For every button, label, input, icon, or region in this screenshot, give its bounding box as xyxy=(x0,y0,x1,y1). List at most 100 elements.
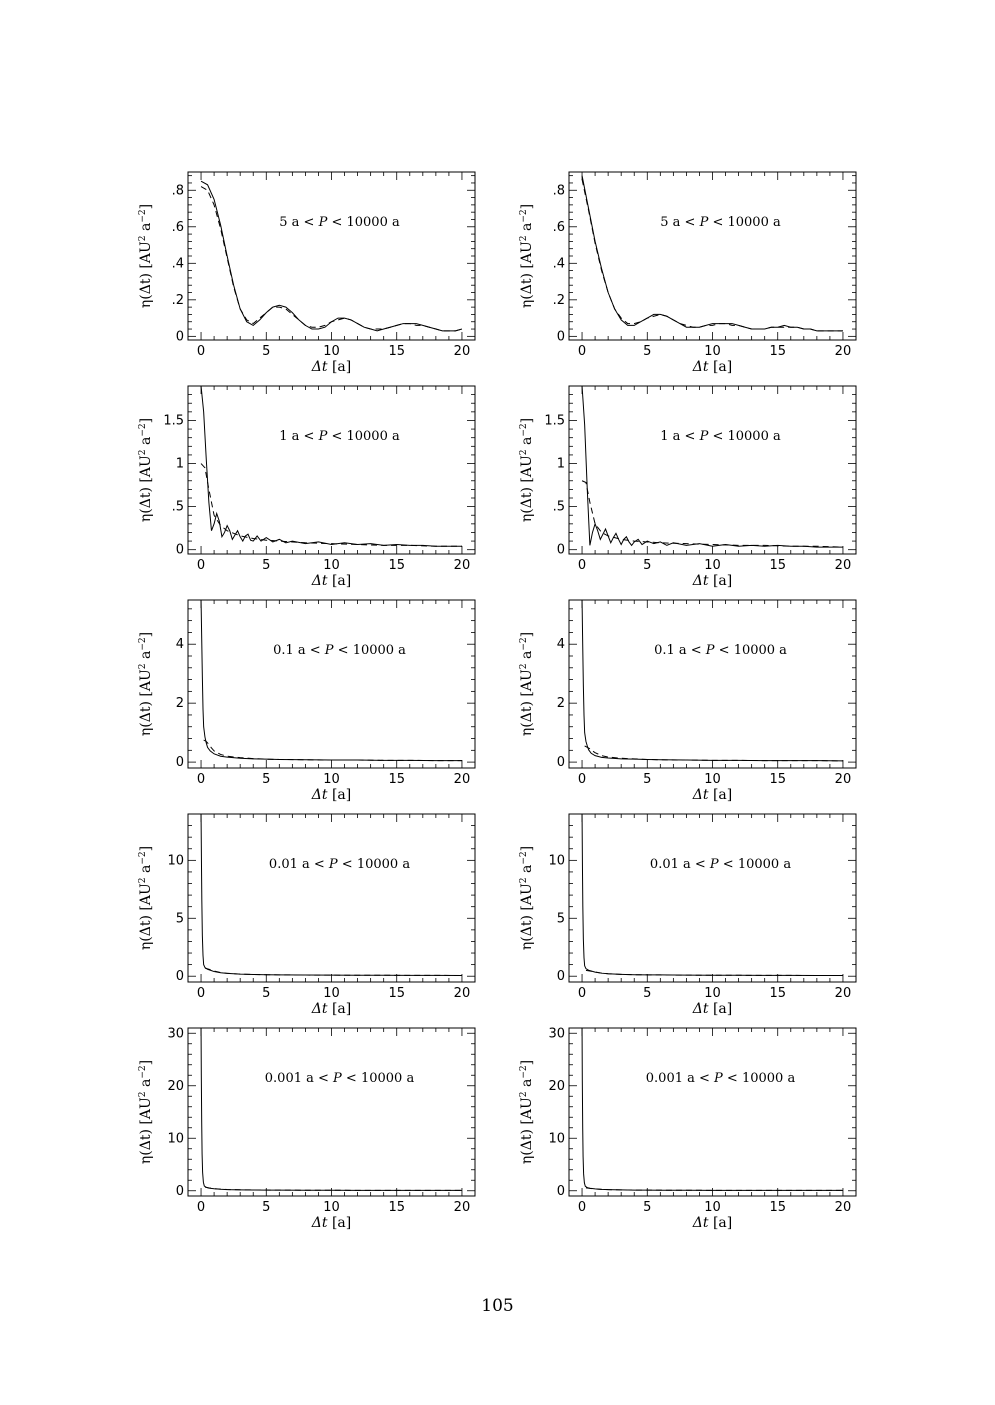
y-axis-label: η(Δt) [AU2 a−2] xyxy=(138,632,154,736)
x-tick-label: 5 xyxy=(262,986,270,1001)
y-tick-label: .6 xyxy=(553,220,565,235)
x-tick-label: 20 xyxy=(835,986,852,1001)
y-tick-label: .8 xyxy=(172,183,184,198)
x-tick-label: 10 xyxy=(323,986,340,1001)
x-tick-label: 15 xyxy=(388,772,405,787)
y-tick-label: 0 xyxy=(557,755,565,770)
x-tick-label: 20 xyxy=(835,558,852,573)
x-ticks xyxy=(187,600,476,768)
x-ticks xyxy=(568,600,857,768)
y-tick-label: 5 xyxy=(557,911,565,926)
x-tick-label: 5 xyxy=(262,558,270,573)
y-tick-label: 20 xyxy=(167,1079,184,1094)
dashed-series-line xyxy=(203,739,462,762)
x-tick-label: 20 xyxy=(454,558,471,573)
dashed-series-line xyxy=(200,463,462,547)
x-tick-label: 5 xyxy=(643,772,651,787)
x-tick-label: 0 xyxy=(197,772,205,787)
y-axis-label: η(Δt) [AU2 a−2] xyxy=(519,1060,535,1164)
y-ticks xyxy=(188,385,475,551)
dashed-series-line xyxy=(585,969,843,977)
y-tick-label: .5 xyxy=(172,500,184,515)
y-tick-label: 0 xyxy=(176,755,184,770)
plot-frame xyxy=(568,813,857,983)
x-tick-label: 10 xyxy=(323,344,340,359)
x-axis-label: Δt [a] xyxy=(311,573,351,589)
y-tick-label: 0 xyxy=(557,1184,565,1199)
y-ticks xyxy=(569,813,856,977)
chart-panel-1: 0 5 10 15 20 0 .2 .4 .6 .8 Δt [a] η(Δt) [AU2 a−2] 5 … xyxy=(519,171,857,375)
y-axis-label: η(Δt) [AU2 a−2] xyxy=(519,204,535,308)
y-tick-label: 30 xyxy=(548,1026,565,1041)
plot-frame xyxy=(568,171,857,341)
x-tick-label: 5 xyxy=(643,344,651,359)
x-ticks xyxy=(568,172,857,340)
x-axis-label: Δt [a] xyxy=(311,1001,351,1017)
period-range-annotation: 0.1 a < P < 10000 a xyxy=(273,643,406,658)
page-number: 105 xyxy=(481,1296,514,1316)
solid-series-line xyxy=(581,175,843,332)
x-tick-label: 5 xyxy=(262,1200,270,1215)
plot-frame xyxy=(187,599,476,769)
y-tick-label: 0 xyxy=(176,969,184,984)
dashed-series-line xyxy=(585,1187,843,1191)
plot-frame xyxy=(187,171,476,341)
x-tick-label: 0 xyxy=(578,772,586,787)
y-tick-label: 1 xyxy=(176,457,184,472)
y-tick-label: 1 xyxy=(557,457,565,472)
y-tick-label: 10 xyxy=(548,1131,565,1146)
x-tick-label: 10 xyxy=(704,772,721,787)
x-tick-label: 5 xyxy=(643,558,651,573)
x-tick-label: 15 xyxy=(769,558,786,573)
dashed-series-line xyxy=(204,967,462,977)
y-ticks xyxy=(188,608,475,763)
solid-series-line xyxy=(200,600,462,762)
x-tick-label: 15 xyxy=(769,986,786,1001)
chart-panel-0: 0 5 10 15 20 0 .2 .4 .6 .8 Δt [a] η(Δt) [AU2 a−2] 5 … xyxy=(138,171,476,375)
period-range-annotation: 0.1 a < P < 10000 a xyxy=(654,643,787,658)
x-axis-label: Δt [a] xyxy=(311,1215,351,1231)
y-tick-label: .8 xyxy=(553,183,565,198)
y-tick-label: 0 xyxy=(176,1184,184,1199)
y-tick-label: 10 xyxy=(548,853,565,868)
y-ticks xyxy=(188,175,475,337)
period-range-annotation: 0.001 a < P < 10000 a xyxy=(646,1071,796,1086)
y-tick-label: 0 xyxy=(557,543,565,558)
period-range-annotation: 1 a < P < 10000 a xyxy=(279,429,400,444)
x-tick-label: 5 xyxy=(262,772,270,787)
solid-series-line xyxy=(200,1028,462,1191)
x-tick-label: 0 xyxy=(578,344,586,359)
y-ticks xyxy=(569,1032,856,1192)
y-tick-label: 2 xyxy=(176,696,184,711)
y-ticks xyxy=(569,385,856,551)
plot-frame xyxy=(187,813,476,983)
x-tick-label: 0 xyxy=(578,986,586,1001)
y-tick-label: 2 xyxy=(557,696,565,711)
y-tick-label: 0 xyxy=(176,329,184,344)
chart-panel-9: 0 5 10 15 20 0 10 20 30 Δt [a] η(Δt) [AU2 a−2] 0.00… xyxy=(519,1026,857,1231)
y-tick-label: .4 xyxy=(172,256,184,271)
chart-panel-5: 0 5 10 15 20 0 2 4 Δt [a] η(Δt) [AU2 a−2] 0.1 a < … xyxy=(519,599,857,803)
chart-panel-4: 0 5 10 15 20 0 2 4 Δt [a] η(Δt) [AU2 a−2] 0.1 a < … xyxy=(138,599,476,803)
x-tick-label: 15 xyxy=(388,558,405,573)
y-tick-label: 0 xyxy=(176,543,184,558)
y-tick-label: 10 xyxy=(167,1131,184,1146)
y-tick-label: 5 xyxy=(176,911,184,926)
y-tick-label: .4 xyxy=(553,256,565,271)
x-axis-label: Δt [a] xyxy=(692,787,732,803)
y-axis-label: η(Δt) [AU2 a−2] xyxy=(519,632,535,736)
y-tick-label: 30 xyxy=(167,1026,184,1041)
y-ticks xyxy=(188,1032,475,1192)
x-axis-label: Δt [a] xyxy=(692,1215,732,1231)
x-tick-label: 5 xyxy=(643,1200,651,1215)
x-tick-label: 15 xyxy=(769,1200,786,1215)
x-ticks xyxy=(568,1028,857,1196)
y-ticks xyxy=(569,175,856,337)
y-tick-label: 0 xyxy=(557,329,565,344)
x-tick-label: 10 xyxy=(323,558,340,573)
y-tick-label: 20 xyxy=(548,1079,565,1094)
dashed-series-line xyxy=(581,179,843,332)
x-ticks xyxy=(187,386,476,554)
period-range-annotation: 0.01 a < P < 10000 a xyxy=(269,857,410,872)
